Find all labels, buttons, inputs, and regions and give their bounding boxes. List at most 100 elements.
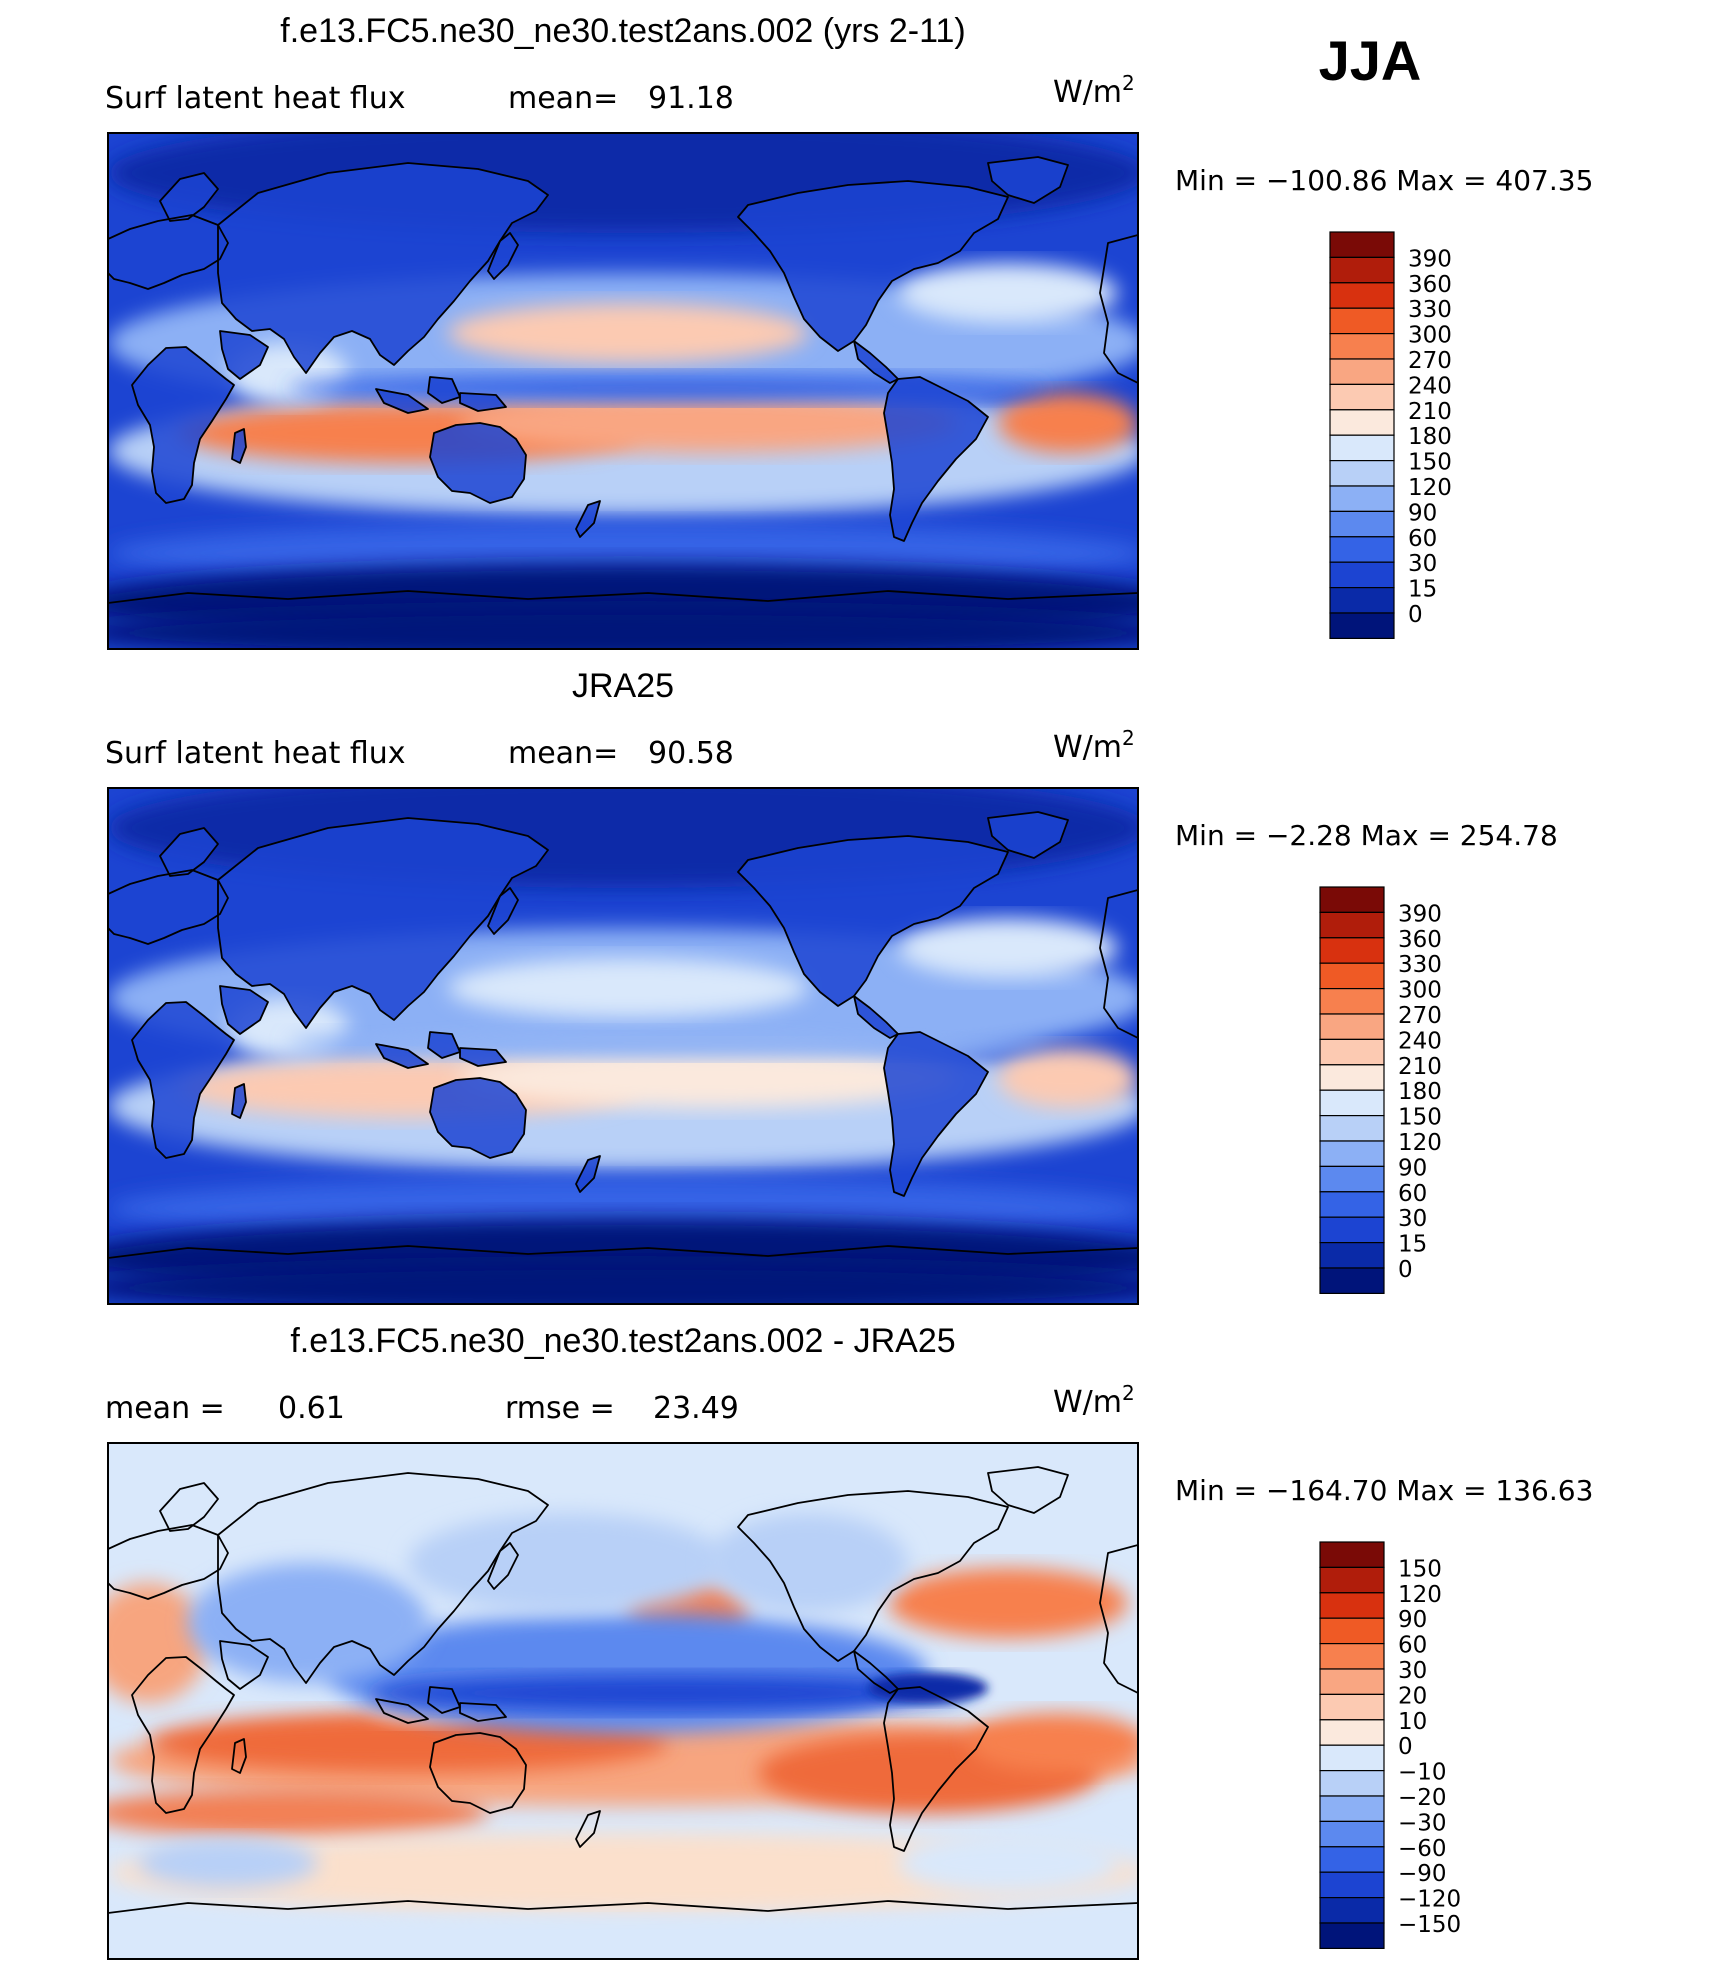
colorbar-swatch	[1319, 1846, 1385, 1873]
colorbar-swatch	[1319, 1668, 1385, 1695]
colorbar-tick-label: 90	[1398, 1155, 1427, 1181]
colorbar-swatch	[1319, 1693, 1385, 1721]
stat-label: mean=	[508, 736, 618, 771]
colorbar-tick-label: 30	[1408, 551, 1437, 577]
colorbar-swatch	[1319, 1896, 1385, 1924]
colorbar-swatch	[1319, 1013, 1385, 1040]
colorbar-swatch	[1319, 1769, 1385, 1797]
colorbar-tick-label: 15	[1398, 1232, 1427, 1258]
panel-diff: f.e13.FC5.ne30_ne30.test2ans.002 - JRA25…	[105, 1322, 1593, 1960]
colorbar-tick-label: 270	[1408, 348, 1452, 374]
colorbar-swatch	[1329, 231, 1395, 258]
colorbar-tick-label: 210	[1398, 1054, 1442, 1080]
colorbar-swatch	[1329, 333, 1395, 360]
min-max-readout: Min = −2.28 Max = 254.78	[1175, 819, 1558, 852]
colorbar-tick-label: 150	[1408, 450, 1452, 476]
colorbar-tick-label: 0	[1398, 1734, 1413, 1760]
colorbar-swatch	[1329, 409, 1395, 436]
colorbar-swatch	[1329, 282, 1395, 309]
colorbar-swatch	[1319, 886, 1385, 913]
colorbar-swatch	[1329, 510, 1395, 538]
colorbar-swatch	[1329, 358, 1395, 385]
stat-value: 90.58	[648, 736, 734, 771]
colorbar-tick-label: 120	[1398, 1582, 1442, 1608]
colorbar-tick-label: 330	[1408, 297, 1452, 323]
colorbar-tick-label: 240	[1398, 1028, 1442, 1054]
colorbar-tick-label: 150	[1398, 1556, 1442, 1582]
colorbar-swatch	[1319, 1216, 1385, 1244]
colorbar-tick-label: 0	[1398, 1257, 1413, 1283]
colorbar-tick-label: 390	[1398, 901, 1442, 927]
colorbar-swatch	[1319, 1566, 1385, 1594]
colorbar-tick-label: 150	[1398, 1105, 1442, 1131]
colorbar-tick-label: 180	[1398, 1079, 1442, 1105]
colorbar-swatch	[1329, 536, 1395, 563]
colorbar-swatch	[1319, 1744, 1385, 1772]
panel-model: f.e13.FC5.ne30_ne30.test2ans.002 (yrs 2-…	[105, 12, 1593, 650]
colorbar-swatch	[1319, 1922, 1385, 1949]
colorbar-swatch	[1319, 1140, 1385, 1167]
colorbar-tick-label: 30	[1398, 1658, 1427, 1684]
map-diff	[107, 1442, 1139, 1960]
left-label: Surf latent heat flux	[105, 736, 406, 771]
colorbar-tick-label: 360	[1398, 927, 1442, 953]
colorbar-tick-label: −60	[1398, 1836, 1447, 1862]
panel-title: JRA25	[572, 667, 674, 705]
units-label: W/m2	[1053, 726, 1135, 765]
colorbar-swatch	[1319, 937, 1385, 964]
colorbar-tick-label: 90	[1408, 500, 1437, 526]
colorbar-tick-label: 90	[1398, 1607, 1427, 1633]
colorbar-swatch	[1319, 962, 1385, 990]
colorbar-tick-label: 15	[1408, 577, 1437, 603]
stat-label: rmse =	[505, 1391, 615, 1426]
colorbar-tick-label: 30	[1398, 1206, 1427, 1232]
panel-obs: JRA25 Surf latent heat flux mean= 90.58 W/m2	[105, 667, 1558, 1305]
colorbar-tick-label: 120	[1398, 1130, 1442, 1156]
season-label: JJA	[1319, 29, 1422, 92]
colorbar-tick-label: 270	[1398, 1003, 1442, 1029]
panel-title: f.e13.FC5.ne30_ne30.test2ans.002 - JRA25	[290, 1322, 955, 1360]
colorbar-tick-label: 300	[1408, 323, 1452, 349]
colorbar-swatch	[1319, 1267, 1385, 1294]
colorbar-tick-label: 180	[1408, 424, 1452, 450]
colorbar-swatch	[1319, 911, 1385, 939]
colorbar-swatch	[1319, 1592, 1385, 1619]
colorbar-swatch	[1319, 1617, 1385, 1645]
colorbar-swatch	[1319, 1795, 1385, 1822]
colorbar-swatch	[1319, 1038, 1385, 1066]
colorbar-tick-label: −10	[1398, 1760, 1447, 1786]
min-max-readout: Min = −100.86 Max = 407.35	[1175, 164, 1593, 197]
colorbar-swatch	[1329, 434, 1395, 462]
colorbar-swatch	[1329, 307, 1395, 335]
colorbar-tick-label: 10	[1398, 1709, 1427, 1735]
stat-label: mean=	[508, 81, 618, 116]
colorbar-swatch	[1319, 1165, 1385, 1193]
map-model	[107, 132, 1139, 650]
colorbar-tick-label: 330	[1398, 952, 1442, 978]
left-label: mean =	[105, 1391, 225, 1426]
colorbar-swatch	[1329, 460, 1395, 487]
colorbar-swatch	[1319, 1820, 1385, 1848]
colorbar-swatch	[1319, 1541, 1385, 1568]
map-obs	[107, 787, 1139, 1305]
min-max-readout: Min = −164.70 Max = 136.63	[1175, 1474, 1593, 1507]
colorbar-swatch	[1319, 1191, 1385, 1218]
panel-title: f.e13.FC5.ne30_ne30.test2ans.002 (yrs 2-…	[280, 12, 965, 50]
colorbar-tick-label: 0	[1408, 602, 1423, 628]
colorbar-tick-label: −30	[1398, 1810, 1447, 1836]
colorbar-tick-label: 20	[1398, 1683, 1427, 1709]
colorbar-tick-label: 210	[1408, 399, 1452, 425]
colorbar-swatch	[1319, 1089, 1385, 1117]
colorbar-swatch	[1329, 561, 1395, 589]
colorbar-swatch	[1319, 987, 1385, 1015]
colorbar-tick-label: 240	[1408, 373, 1452, 399]
colorbar-swatch	[1319, 1114, 1385, 1142]
colorbar-swatch	[1319, 1871, 1385, 1899]
colorbar-tick-label: 60	[1398, 1633, 1427, 1659]
colorbar-tick-label: 60	[1398, 1181, 1427, 1207]
left-value: 0.61	[278, 1391, 345, 1426]
colorbar-swatch	[1319, 1241, 1385, 1269]
